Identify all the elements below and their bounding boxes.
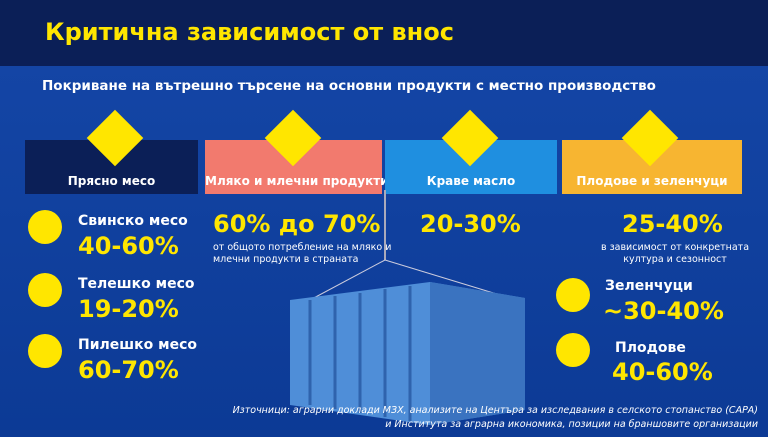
subtitle: Покриване на вътрешно търсене на основни… [42,78,656,94]
column-value: 60% до 70% [213,210,381,238]
source-line: Източници: аграрни доклади МЗХ, анализит… [232,405,758,416]
column-note: от общото потребление на мляко и млечни … [213,242,392,265]
item-label: Свинско месо [78,213,188,229]
source-line: и Института за аграрна икономика, позици… [385,419,758,430]
icon-circle [28,210,62,244]
item-label: Зеленчуци [605,278,693,294]
header-band [0,0,768,66]
icon-circle [28,334,62,368]
column-note: в зависимост от конкретната култура и се… [600,242,750,265]
item-value: 19-20% [78,295,179,323]
icon-circle [556,333,590,367]
item-label: Телешко месо [78,276,195,292]
icon-circle [28,273,62,307]
item-value: 40-60% [612,358,713,386]
item-value: 60-70% [78,356,179,384]
column-value: 25-40% [622,210,723,238]
column-title: Краве масло [426,174,516,188]
item-label: Пилешко месо [78,337,197,353]
column-title: Прясно месо [67,174,156,188]
column-title: Мляко и млечни продукти [205,174,389,188]
item-value: 40-60% [78,232,179,260]
title: Критична зависимост от внос [45,18,454,46]
column-title: Плодове и зеленчуци [576,174,728,188]
item-value: ~30-40% [603,297,724,325]
column-value: 20-30% [420,210,521,238]
container-illustration [290,190,525,425]
icon-circle [556,278,590,312]
item-label: Плодове [615,340,686,356]
